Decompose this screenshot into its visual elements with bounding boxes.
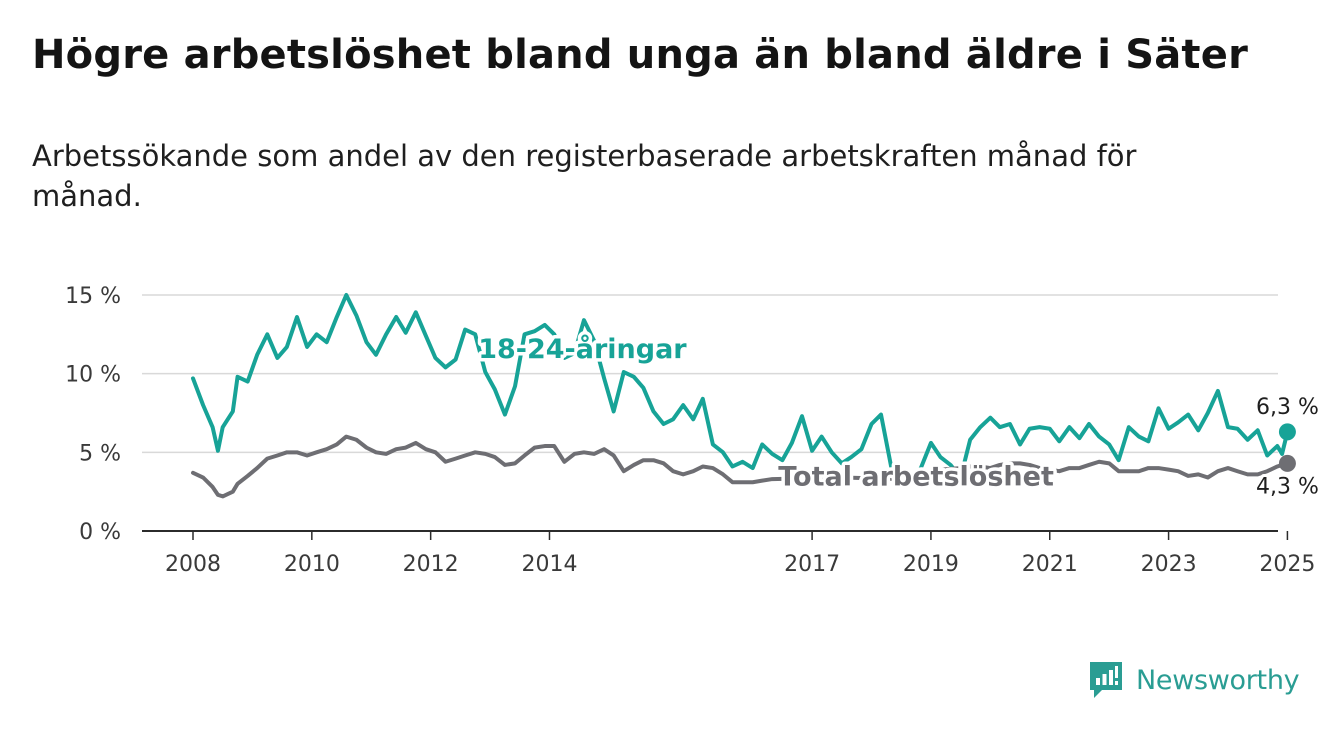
youth-series-line: [191, 293, 1290, 483]
newsworthy-logo-icon: [1090, 662, 1122, 698]
end-value-label-halo: 4,3 %: [1256, 474, 1319, 499]
chart-title: Högre arbetslöshet bland unga än bland ä…: [32, 32, 1249, 78]
brand-name: Newsworthy: [1136, 664, 1300, 696]
end-value-label-halo: 6,3 %: [1256, 395, 1319, 420]
x-tick-label: 2017: [784, 552, 840, 577]
x-tick-label: 2025: [1259, 552, 1315, 577]
chart-subtitle: Arbetssökande som andel av den registerb…: [32, 139, 1137, 213]
x-axis-ticks: 2008 2010 2012 2014 2017 2019 2021 2023 2025: [165, 531, 1315, 577]
y-tick-label: 0 %: [79, 520, 121, 545]
x-tick-label: 2019: [903, 552, 959, 577]
grid-lines: [142, 294, 1278, 532]
youth-series-label-halo: 18-24-åringar: [478, 333, 687, 365]
x-tick-label: 2023: [1141, 552, 1197, 577]
x-tick-label: 2021: [1022, 552, 1078, 577]
y-tick-label: 15 %: [65, 284, 121, 309]
series-lines: [191, 293, 1290, 499]
total-series-label: Total arbetslöshet: [778, 461, 1054, 492]
total-series-label-halo: Total arbetslöshet: [778, 461, 1054, 492]
x-tick-label: 2010: [284, 552, 340, 577]
y-tick-label: 5 %: [79, 441, 121, 466]
x-tick-label: 2014: [521, 552, 577, 577]
end-value-label: 6,3 %: [1256, 395, 1319, 420]
y-tick-label: 10 %: [65, 363, 121, 388]
x-tick-label: 2012: [403, 552, 459, 577]
x-tick-label: 2008: [165, 552, 221, 577]
youth-end-marker: [1278, 423, 1296, 441]
brand-logo[interactable]: Newsworthy: [1088, 660, 1300, 700]
youth-series-label: 18-24-åringar: [478, 333, 687, 365]
end-value-label: 4,3 %: [1256, 474, 1319, 499]
total-series-line: [191, 434, 1290, 499]
y-axis-ticks: 0 % 5 % 10 % 15 %: [65, 284, 121, 545]
total-end-marker: [1278, 454, 1296, 472]
